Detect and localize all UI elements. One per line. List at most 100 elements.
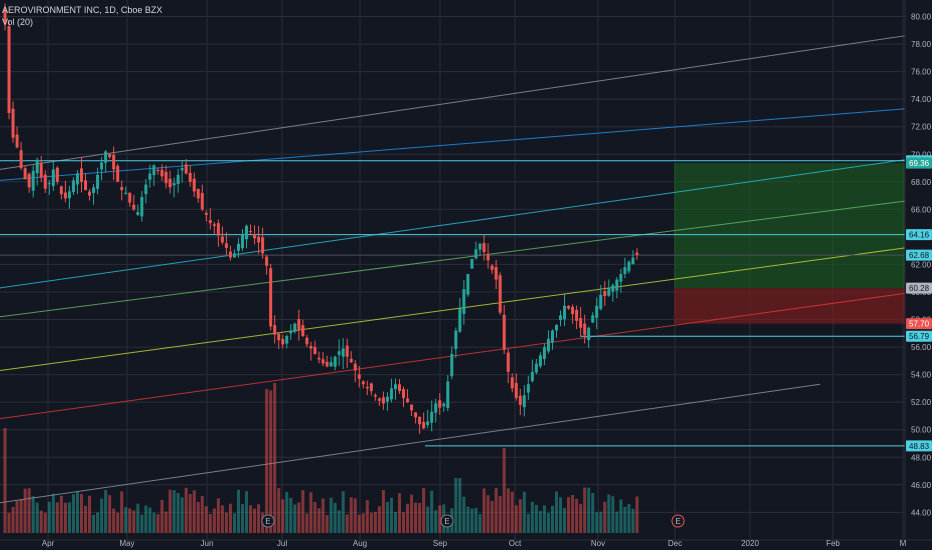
- time-tick-label: Dec: [668, 539, 682, 548]
- candle-body: [245, 225, 249, 240]
- volume-bar: [51, 493, 55, 533]
- candle: [63, 180, 67, 203]
- trend-line[interactable]: [0, 35, 906, 170]
- trend-line[interactable]: [0, 383, 821, 504]
- candle-body: [63, 192, 67, 199]
- candle-body: [458, 308, 462, 332]
- volume-bar: [236, 489, 240, 533]
- candle-body: [261, 237, 265, 254]
- volume-bar: [575, 498, 579, 533]
- volume-bar: [293, 504, 297, 533]
- candle-body: [281, 338, 285, 345]
- candle-body: [595, 305, 599, 318]
- trend-lines: [0, 35, 906, 504]
- trend-line[interactable]: [0, 159, 906, 289]
- candle: [542, 343, 546, 366]
- candle: [88, 188, 92, 201]
- price-tick-label: 54.00: [911, 371, 932, 380]
- candle-body: [631, 257, 635, 265]
- trend-line[interactable]: [0, 108, 906, 181]
- candle: [526, 375, 530, 400]
- chart-legend: AEROVIRONMENT INC, 1D, Cboe BZX Vol (20): [2, 4, 162, 28]
- candle: [317, 351, 321, 364]
- volume-bar: [208, 514, 212, 533]
- candle-body: [526, 384, 530, 393]
- time-tick-label: Jun: [201, 539, 214, 548]
- candle: [522, 385, 526, 417]
- trend-line[interactable]: [0, 200, 906, 318]
- price-tick-label: 80.00: [911, 13, 932, 22]
- candle-body: [100, 162, 104, 170]
- candle: [595, 297, 599, 330]
- volume-bar: [365, 500, 369, 533]
- candle-body: [184, 164, 188, 174]
- candle: [7, 20, 11, 120]
- price-tag-bg: [906, 330, 932, 342]
- price-tag-bg: [906, 249, 932, 261]
- candle: [599, 284, 603, 311]
- candle: [587, 326, 591, 349]
- candle-body: [373, 395, 377, 397]
- volume-bar: [23, 488, 27, 533]
- price-axis[interactable]: 44.0046.0048.0050.0052.0054.0056.0058.00…: [904, 0, 932, 540]
- volume-bar: [627, 503, 631, 533]
- volume-bar: [345, 514, 349, 533]
- symbol-title[interactable]: AEROVIRONMENT INC, 1D, Cboe BZX: [2, 5, 163, 15]
- volume-bar: [490, 500, 494, 533]
- candle: [204, 210, 208, 222]
- candle-body: [7, 26, 11, 113]
- candle-body: [607, 287, 611, 296]
- earnings-marker[interactable]: E: [671, 514, 685, 528]
- candle-body: [498, 275, 502, 313]
- candle-body: [317, 357, 321, 360]
- price-tag-label: 56.79: [909, 332, 930, 341]
- candle-body: [454, 330, 458, 350]
- volume-bar: [301, 490, 305, 533]
- profit-zone[interactable]: [674, 163, 905, 289]
- candle-body: [104, 151, 108, 163]
- earnings-marker[interactable]: E: [440, 514, 454, 528]
- price-tag-bg: [906, 157, 932, 169]
- candle: [313, 340, 317, 355]
- volume-bar: [341, 491, 345, 533]
- volume-bar: [75, 490, 79, 533]
- volume-bar: [43, 512, 47, 533]
- volume-bar: [325, 514, 329, 533]
- candle-body: [120, 187, 124, 191]
- candle: [579, 306, 583, 337]
- volume-bar: [546, 513, 550, 533]
- time-tick-label: Nov: [591, 539, 605, 548]
- time-tick-label: May: [119, 539, 134, 548]
- candle: [228, 245, 232, 261]
- candle-body: [164, 171, 168, 184]
- candle-body: [466, 274, 470, 295]
- time-tick-label: 2020: [741, 539, 759, 548]
- time-axis[interactable]: Apr May Jun Jul Aug Sep Oct Nov Dec 2020 Feb M: [0, 539, 932, 548]
- candle: [136, 204, 140, 216]
- volume-indicator-label[interactable]: Vol (20): [2, 17, 34, 27]
- candle: [148, 164, 152, 188]
- volume-bar: [357, 514, 361, 533]
- candle: [506, 348, 510, 384]
- candle-body: [486, 254, 490, 261]
- volume-bar: [466, 506, 470, 533]
- candle-body: [220, 236, 224, 243]
- candle-body: [341, 348, 345, 357]
- candle: [120, 180, 124, 201]
- candle-body: [172, 183, 176, 186]
- volume-bar: [554, 491, 558, 533]
- candle: [518, 388, 522, 416]
- volume-bar: [35, 502, 39, 533]
- price-tag-label: 62.68: [909, 251, 930, 260]
- candle: [71, 177, 75, 196]
- candle-body: [176, 174, 180, 185]
- volume-bar: [474, 507, 478, 533]
- loss-zone[interactable]: [674, 288, 905, 324]
- earnings-marker[interactable]: E: [261, 514, 275, 528]
- trend-line[interactable]: [0, 247, 906, 371]
- candle: [418, 416, 422, 434]
- volume-bar: [373, 511, 377, 533]
- volume-bar: [591, 492, 595, 533]
